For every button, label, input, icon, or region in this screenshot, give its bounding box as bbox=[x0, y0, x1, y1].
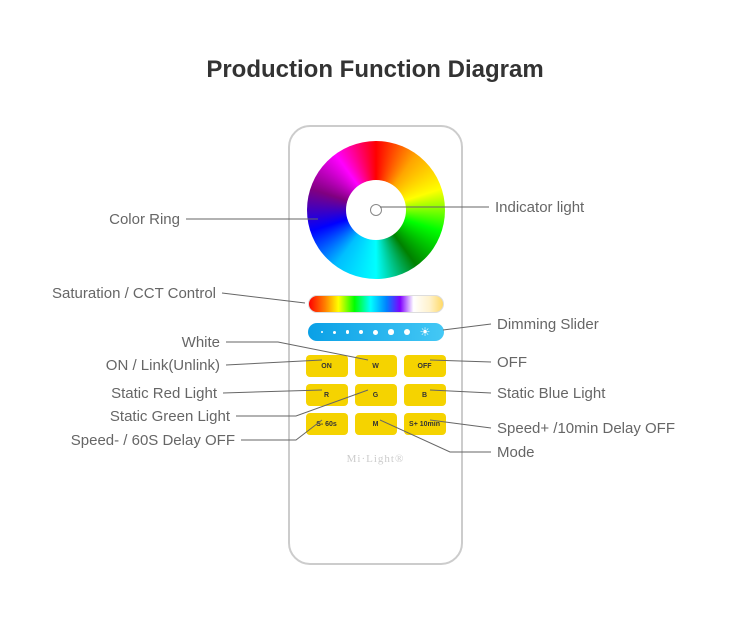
dim-dot bbox=[333, 331, 336, 334]
label-indicator: Indicator light bbox=[495, 199, 584, 216]
label-dimming: Dimming Slider bbox=[497, 316, 599, 333]
green-button[interactable]: G bbox=[355, 384, 397, 406]
indicator-light-icon bbox=[370, 204, 382, 216]
label-mode: Mode bbox=[497, 444, 535, 461]
dim-dot bbox=[388, 329, 394, 335]
speed-minus-button[interactable]: S- 60s bbox=[306, 413, 348, 435]
white-button[interactable]: W bbox=[355, 355, 397, 377]
label-color-ring: Color Ring bbox=[109, 211, 180, 228]
off-button[interactable]: OFF bbox=[404, 355, 446, 377]
label-on-link: ON / Link(Unlink) bbox=[106, 357, 220, 374]
label-speed-minus: Speed- / 60S Delay OFF bbox=[71, 432, 235, 449]
dim-dot bbox=[373, 330, 378, 335]
color-ring-center bbox=[346, 180, 406, 240]
page-title: Production Function Diagram bbox=[0, 56, 750, 84]
mode-button[interactable]: M bbox=[355, 413, 397, 435]
label-off: OFF bbox=[497, 354, 527, 371]
label-speed-plus: Speed+ /10min Delay OFF bbox=[497, 420, 675, 437]
label-saturation: Saturation / CCT Control bbox=[52, 285, 216, 302]
blue-button[interactable]: B bbox=[404, 384, 446, 406]
brand-label: Mi·Light® bbox=[304, 453, 447, 465]
button-grid: ON W OFF R G B S- 60s M S+ 10min bbox=[306, 355, 446, 435]
dim-dot bbox=[321, 331, 323, 333]
red-button[interactable]: R bbox=[306, 384, 348, 406]
color-ring[interactable] bbox=[307, 141, 445, 279]
on-button[interactable]: ON bbox=[306, 355, 348, 377]
dim-dot bbox=[359, 330, 363, 334]
label-white: White bbox=[182, 334, 220, 351]
speed-plus-button[interactable]: S+ 10min bbox=[404, 413, 446, 435]
label-static-red: Static Red Light bbox=[111, 385, 217, 402]
remote-body: ☀ ON W OFF R G B S- 60s M S+ 10min Mi·Li… bbox=[288, 125, 463, 565]
label-static-green: Static Green Light bbox=[110, 408, 230, 425]
label-static-blue: Static Blue Light bbox=[497, 385, 605, 402]
brightness-icon: ☀ bbox=[420, 326, 431, 338]
dim-dot bbox=[346, 330, 350, 334]
dimming-slider[interactable]: ☀ bbox=[308, 323, 444, 341]
dim-dot bbox=[404, 329, 410, 335]
saturation-cct-slider[interactable] bbox=[308, 295, 444, 313]
